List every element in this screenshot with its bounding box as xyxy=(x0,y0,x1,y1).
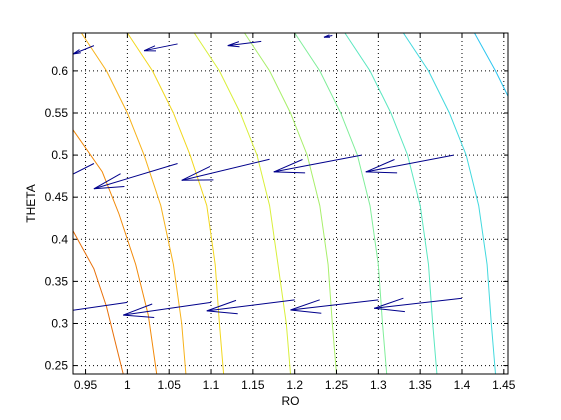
quiver-head xyxy=(73,176,74,178)
quiver-head xyxy=(374,297,405,313)
contour-line xyxy=(474,32,509,97)
y-tick-label: 0.3 xyxy=(51,316,68,330)
contour-line xyxy=(72,230,124,375)
y-tick-label: 0.55 xyxy=(45,106,69,120)
quiver-arrow xyxy=(181,158,270,181)
y-tick-label: 0.5 xyxy=(51,148,68,162)
quiver-shaft xyxy=(227,40,262,47)
quiver-head xyxy=(290,299,322,314)
quiver-shaft xyxy=(144,43,178,52)
x-tick-label: 1 xyxy=(124,378,131,392)
quiver-arrow xyxy=(40,301,128,318)
quiver-shaft xyxy=(206,299,295,312)
quiver-shaft xyxy=(273,154,362,173)
y-axis-label: THETA xyxy=(24,184,38,222)
contour-line xyxy=(193,32,291,375)
contour-line xyxy=(344,32,438,375)
quiver-shaft xyxy=(73,45,95,55)
x-tick-label: 1.3 xyxy=(370,378,387,392)
y-tick-label: 0.25 xyxy=(45,359,69,373)
quiver-arrow xyxy=(365,154,454,174)
quiver-shaft xyxy=(290,299,379,311)
plot-area xyxy=(73,33,508,374)
quiver-head xyxy=(143,45,157,52)
contour-line xyxy=(402,32,496,375)
contour-line xyxy=(72,129,158,375)
quiver-head xyxy=(181,165,214,181)
quiver-arrow xyxy=(143,43,178,52)
axis-ticks: 0.95 1 1.05 1.1 1.15 1.2 1.25 1.3 1.35 1.4 1.45 0.2… xyxy=(45,33,516,392)
quiver-head xyxy=(123,303,155,318)
quiver-shaft xyxy=(93,163,178,190)
quiver-head xyxy=(73,49,81,55)
x-tick-label: 1.45 xyxy=(492,378,516,392)
quiver-arrows xyxy=(40,34,463,318)
x-tick-label: 1.15 xyxy=(241,378,265,392)
x-tick-label: 0.95 xyxy=(74,378,98,392)
quiver-head xyxy=(273,159,306,174)
quiver-arrow xyxy=(93,163,178,190)
quiver-head xyxy=(365,159,398,174)
quiver-shaft xyxy=(365,154,454,173)
x-tick-label: 1.4 xyxy=(454,378,471,392)
y-tick-label: 0.6 xyxy=(51,64,68,78)
quiver-head xyxy=(206,299,238,315)
x-tick-label: 1.35 xyxy=(408,378,432,392)
quiver-arrow xyxy=(323,34,333,38)
x-tick-label: 1.2 xyxy=(286,378,303,392)
x-axis-label: RO xyxy=(282,394,300,408)
quiver-shaft xyxy=(73,301,128,311)
quiver-arrow xyxy=(73,163,95,178)
quiver-shaft xyxy=(374,297,463,309)
quiver-arrow xyxy=(73,45,95,55)
x-tick-label: 1.25 xyxy=(325,378,349,392)
quiver-arrow xyxy=(273,154,362,174)
x-tick-label: 1.05 xyxy=(158,378,182,392)
quiver-arrow xyxy=(374,297,463,313)
quiver-head xyxy=(93,173,125,190)
quiver-head xyxy=(323,34,331,38)
quiver-shaft xyxy=(181,158,270,181)
quiver-head xyxy=(40,304,71,318)
y-tick-label: 0.45 xyxy=(45,190,69,204)
contour-line xyxy=(244,32,337,375)
quiver-arrow xyxy=(206,299,295,315)
quiver-arrow xyxy=(123,301,212,318)
contour-line xyxy=(80,32,187,375)
quiver-shaft xyxy=(123,301,212,316)
x-tick-label: 1.1 xyxy=(203,378,220,392)
quiver-arrow xyxy=(227,40,262,48)
plot-frame xyxy=(72,32,509,375)
quiver-head xyxy=(227,41,240,48)
y-tick-label: 0.35 xyxy=(45,274,69,288)
quiver-arrow xyxy=(290,299,379,314)
quiver-shaft xyxy=(73,163,95,175)
contour-line xyxy=(294,32,388,375)
y-tick-label: 0.4 xyxy=(51,232,68,246)
grid xyxy=(73,33,508,374)
